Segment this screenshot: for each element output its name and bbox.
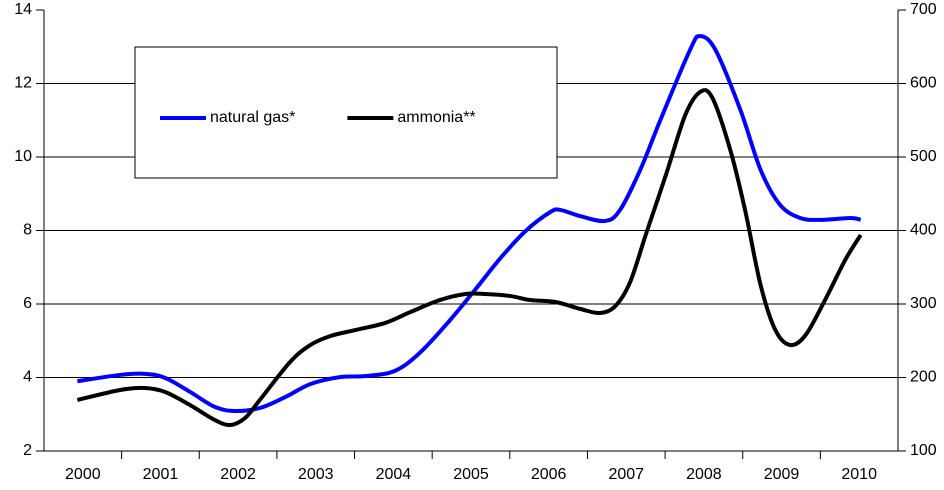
x-tick-label: 2000 (65, 466, 101, 483)
y-tick-label: 10 (14, 148, 32, 165)
line-series (77, 34, 862, 413)
x-tick-label: 2010 (841, 466, 877, 483)
y-tick-label: 12 (14, 75, 32, 92)
x-tick-label: 2003 (298, 466, 334, 483)
y-tick-label: 4 (23, 369, 32, 386)
y-tick-label: 2 (23, 442, 32, 459)
x-tick-label: 2006 (531, 466, 567, 483)
y-tick-label: 6 (23, 295, 32, 312)
x-tick-label: 2002 (220, 466, 256, 483)
legend-label: natural gas* (210, 109, 295, 126)
line-series (76, 88, 863, 427)
y-tick-label: 14 (14, 1, 32, 18)
x-tick-label: 2004 (376, 466, 412, 483)
x-tick-label: 2001 (143, 466, 179, 483)
x-tick-label: 2008 (686, 466, 722, 483)
legend-label: ammonia** (397, 109, 475, 126)
y2-tick-label: 400 (910, 222, 937, 239)
x-tick-label: 2005 (453, 466, 489, 483)
y2-tick-label: 300 (910, 295, 937, 312)
y2-tick-label: 200 (910, 369, 937, 386)
y2-tick-label: 100 (910, 442, 937, 459)
x-tick-label: 2007 (608, 466, 644, 483)
y2-tick-label: 500 (910, 148, 937, 165)
legend-box (134, 46, 558, 179)
y-tick-label: 8 (23, 222, 32, 239)
y2-tick-label: 600 (910, 75, 937, 92)
x-tick-label: 2009 (764, 466, 800, 483)
y2-tick-label: 700 (910, 1, 937, 18)
